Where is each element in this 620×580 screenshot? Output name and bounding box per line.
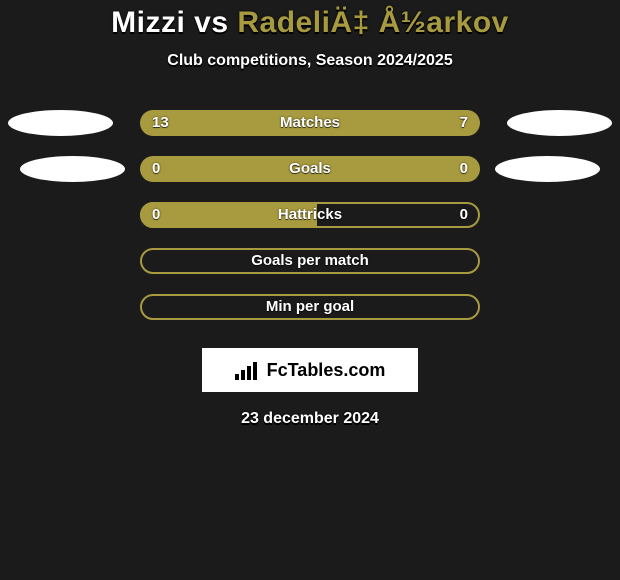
- stat-value-right: 0: [460, 202, 468, 228]
- stat-pill-goals: 0 Goals 0: [140, 156, 480, 182]
- stat-row-gpm: Goals per match: [0, 238, 620, 284]
- team-marker-right: [495, 156, 600, 182]
- title-part-left: Mizzi vs: [111, 6, 237, 39]
- date-label: 23 december 2024: [0, 410, 620, 428]
- stat-label: Goals: [140, 156, 480, 182]
- team-marker-left: [20, 156, 125, 182]
- stat-label: Goals per match: [140, 248, 480, 274]
- stat-value-right: 7: [460, 110, 468, 136]
- stat-pill-gpm: Goals per match: [140, 248, 480, 274]
- stat-row-goals: 0 Goals 0: [0, 146, 620, 192]
- stat-label: Hattricks: [140, 202, 480, 228]
- team-marker-right: [507, 110, 612, 136]
- stat-pill-mpg: Min per goal: [140, 294, 480, 320]
- subtitle: Club competitions, Season 2024/2025: [0, 52, 620, 70]
- stat-pill-hattricks: 0 Hattricks 0: [140, 202, 480, 228]
- brand-badge[interactable]: FcTables.com: [202, 348, 418, 392]
- stat-pill-matches: 13 Matches 7: [140, 110, 480, 136]
- stat-row-mpg: Min per goal: [0, 284, 620, 330]
- title-part-right: RadeliÄ‡ Å½arkov: [237, 6, 508, 39]
- stat-value-right: 0: [460, 156, 468, 182]
- stat-label: Matches: [140, 110, 480, 136]
- stat-row-hattricks: 0 Hattricks 0: [0, 192, 620, 238]
- page-title: Mizzi vs RadeliÄ‡ Å½arkov: [0, 6, 620, 40]
- stat-row-matches: 13 Matches 7: [0, 100, 620, 146]
- brand-text: FcTables.com: [267, 360, 386, 381]
- team-marker-left: [8, 110, 113, 136]
- brand-chart-icon: [235, 360, 261, 380]
- stats-card: Mizzi vs RadeliÄ‡ Å½arkov Club competiti…: [0, 0, 620, 580]
- stat-label: Min per goal: [140, 294, 480, 320]
- stat-rows: 13 Matches 7 0 Goals 0: [0, 100, 620, 330]
